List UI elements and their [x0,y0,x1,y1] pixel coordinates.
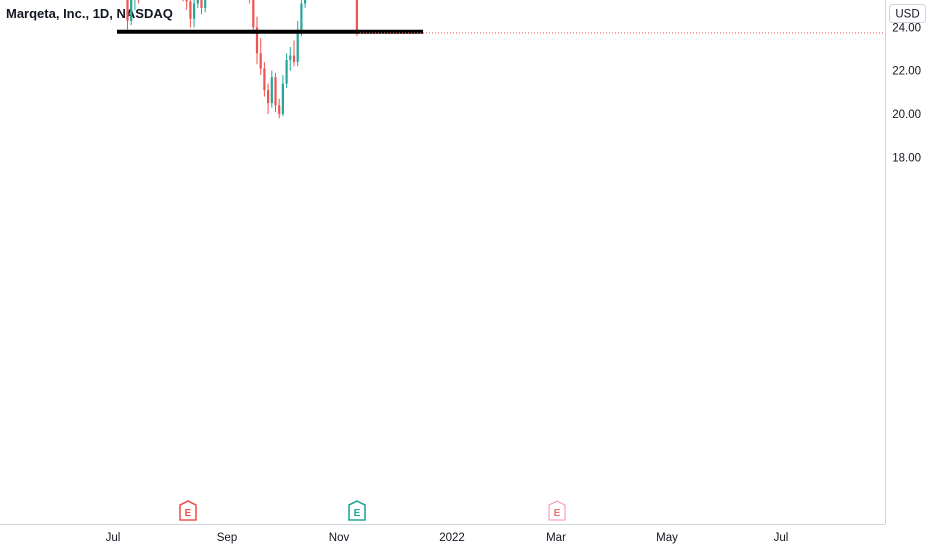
candle-body [252,0,255,28]
y-tick-label: 24.00 [892,22,921,34]
candle-body [355,0,358,33]
x-tick-label: Sep [217,532,237,544]
candle-body [304,0,307,4]
candle-body [255,27,259,54]
candle-body [289,55,292,60]
candle-body [185,0,188,2]
x-tick-label: Jul [774,532,789,544]
candle-body [300,3,303,30]
earnings-marker-label: E [354,508,361,519]
y-tick-label: 22.00 [892,66,921,78]
candle-body [270,77,273,104]
x-tick-label: Nov [329,532,350,544]
candle-body [278,105,281,114]
candle-body [296,29,299,63]
candle-body [274,77,277,106]
x-tick-label: May [656,532,678,544]
earnings-marker-icon [348,500,366,521]
price-axis-panel [885,0,932,550]
candle-body [292,55,296,63]
candle-body [267,90,270,104]
x-tick-label: Jul [106,532,121,544]
candle-body [196,0,199,4]
candles-layer [126,0,358,119]
candle-body [200,0,203,8]
candle-body [130,0,133,21]
candle-body [204,0,207,8]
earnings-marker-icon [179,500,197,521]
currency-label: USD [895,9,919,21]
earnings-marker-icon [548,500,566,521]
candle-body [281,83,284,114]
currency-box [889,4,926,23]
candle-body [193,3,196,19]
candle-body [259,53,262,69]
earnings-marker-label: E [185,508,192,519]
candle-body [263,68,266,91]
earnings-marker-label: E [554,508,561,519]
x-tick-label: 2022 [439,532,465,544]
y-tick-label: 18.00 [892,152,921,164]
x-tick-label: Mar [546,532,566,544]
y-tick-label: 20.00 [892,109,921,121]
candle-body [126,0,129,21]
level-lines-layer: take profit 233.50take profit 1 (HIT)30.… [117,24,932,41]
candle-body [285,59,288,84]
candle-body [189,1,192,19]
